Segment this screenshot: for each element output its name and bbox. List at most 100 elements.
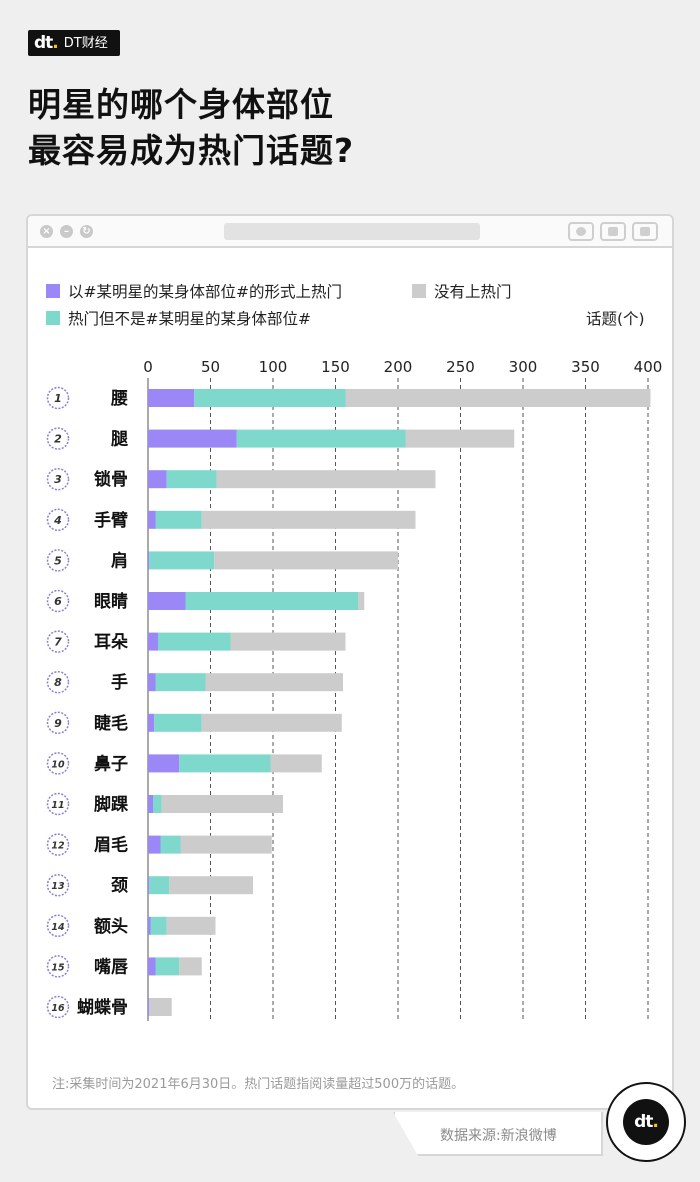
category-label: 脚踝	[94, 794, 129, 815]
x-tick-label-top: 0	[143, 358, 153, 376]
rank-number: 3	[54, 473, 62, 486]
bar-segment	[201, 510, 416, 529]
category-label: 眼睛	[94, 592, 128, 612]
rank-number: 15	[51, 962, 65, 973]
category-label: 蝴蝶骨	[77, 997, 128, 1018]
category-label: 腿	[111, 430, 128, 450]
bar-segment	[148, 876, 150, 895]
bar-segment	[216, 470, 436, 489]
rank-badge	[46, 752, 70, 775]
bar-segment	[158, 632, 231, 651]
bar-segment	[149, 876, 170, 895]
footnote: 注:采集时间为2021年6月30日。热门话题指阅读量超过500万的话题。	[52, 1077, 465, 1092]
bar-segment	[148, 551, 150, 570]
record-icon[interactable]	[568, 222, 594, 241]
rank-badge	[46, 873, 70, 897]
category-label: 嘴唇	[94, 957, 129, 977]
rank-badge	[46, 427, 70, 450]
rank-number: 12	[51, 841, 65, 852]
bar-segment	[179, 957, 202, 976]
rank-badge	[46, 386, 70, 410]
rank-number: 14	[51, 922, 65, 933]
share-icon[interactable]	[600, 222, 626, 241]
rank-badge	[46, 914, 70, 938]
bar-segment	[161, 795, 283, 813]
rank-number: 1	[54, 392, 62, 405]
rank-badge	[46, 711, 70, 735]
bar-segment	[148, 592, 186, 610]
x-tick-label-bottom: 200	[384, 1029, 413, 1030]
x-tick-label-top: 150	[321, 358, 350, 376]
rank-badge	[46, 670, 70, 694]
bar-segment	[148, 916, 151, 935]
rank-number: 9	[54, 717, 62, 730]
x-tick-label-top: 400	[634, 358, 663, 376]
bar-segment	[205, 673, 343, 692]
rank-badge	[46, 955, 70, 978]
unit-label: 话题(个)	[586, 310, 645, 328]
legend-item-not-hot: 没有上热门	[412, 280, 512, 302]
data-source: 数据来源:新浪微博	[440, 1128, 557, 1144]
rank-number: 16	[51, 1003, 65, 1014]
page-title: 明星的哪个身体部位 最容易成为热门话题?	[28, 82, 628, 174]
x-tick-label-top: 100	[259, 358, 288, 376]
rank-number: 2	[54, 433, 62, 446]
close-icon[interactable]: ×	[40, 225, 53, 238]
bar-segment	[148, 632, 158, 651]
x-tick-label-bottom: 150	[321, 1029, 350, 1030]
x-tick-label-bottom: 300	[509, 1029, 538, 1030]
minimize-icon[interactable]: –	[60, 225, 73, 238]
maximize-icon[interactable]: ↻	[80, 225, 93, 238]
category-label: 鼻子	[94, 753, 128, 774]
bar-segment	[148, 429, 237, 448]
rank-badge	[46, 630, 70, 653]
x-tick-label-top: 350	[571, 358, 600, 376]
x-tick-label-bottom: 100	[259, 1029, 288, 1030]
bar-segment	[358, 592, 365, 610]
legend-label: 没有上热门	[434, 283, 512, 301]
legend-item-hot-as-body-part: 以#某明星的某身体部位#的形式上热门	[46, 280, 342, 302]
bar-segment	[148, 835, 161, 854]
bar-segment	[166, 470, 217, 489]
rank-number: 5	[54, 554, 62, 567]
bar-segment	[155, 510, 202, 529]
stacked-bar-chart: 0 0 50 50 100 100 150 150 200 200 250 250 300 300 350 3…	[46, 358, 663, 1030]
rank-badge	[46, 833, 70, 856]
brand-logo: dt. DT财经	[28, 30, 120, 56]
bar-segment	[148, 389, 195, 407]
bar-segment	[150, 916, 167, 935]
bar-segment	[345, 389, 651, 407]
bar-segment	[148, 998, 150, 1016]
category-label: 肩	[111, 550, 128, 571]
rank-number: 6	[54, 595, 62, 608]
rank-badge	[46, 508, 70, 532]
bar-segment	[148, 957, 156, 976]
bar-segment	[194, 389, 346, 407]
category-label: 手	[111, 672, 128, 693]
source-tab	[393, 1112, 603, 1156]
bar-segment	[149, 551, 215, 570]
category-label: 眉毛	[94, 835, 128, 856]
category-label: 颈	[111, 876, 128, 896]
window-copy-icon[interactable]	[632, 222, 658, 241]
bar-segment	[214, 551, 398, 570]
bar-segment	[148, 470, 167, 489]
x-tick-label-top: 50	[201, 358, 220, 376]
bar-segment	[230, 632, 346, 651]
bar-segment	[153, 795, 162, 813]
dt-badge-icon: dt.	[606, 1082, 686, 1162]
bar-segment	[148, 754, 180, 773]
title-line-1: 明星的哪个身体部位	[28, 85, 334, 124]
address-bar[interactable]	[224, 223, 480, 240]
category-label: 腰	[111, 389, 128, 409]
category-label: 额头	[94, 916, 128, 937]
bar-segment	[166, 916, 216, 935]
legend-swatch-teal	[46, 311, 60, 325]
bar-segment	[236, 429, 406, 448]
bar-segment	[185, 592, 358, 610]
rank-badge	[46, 467, 70, 491]
rank-number: 8	[54, 676, 62, 689]
rank-number: 4	[53, 514, 62, 527]
legend-label: 以#某明星的某身体部位#的形式上热门	[68, 283, 342, 301]
rank-badge	[46, 995, 70, 1019]
